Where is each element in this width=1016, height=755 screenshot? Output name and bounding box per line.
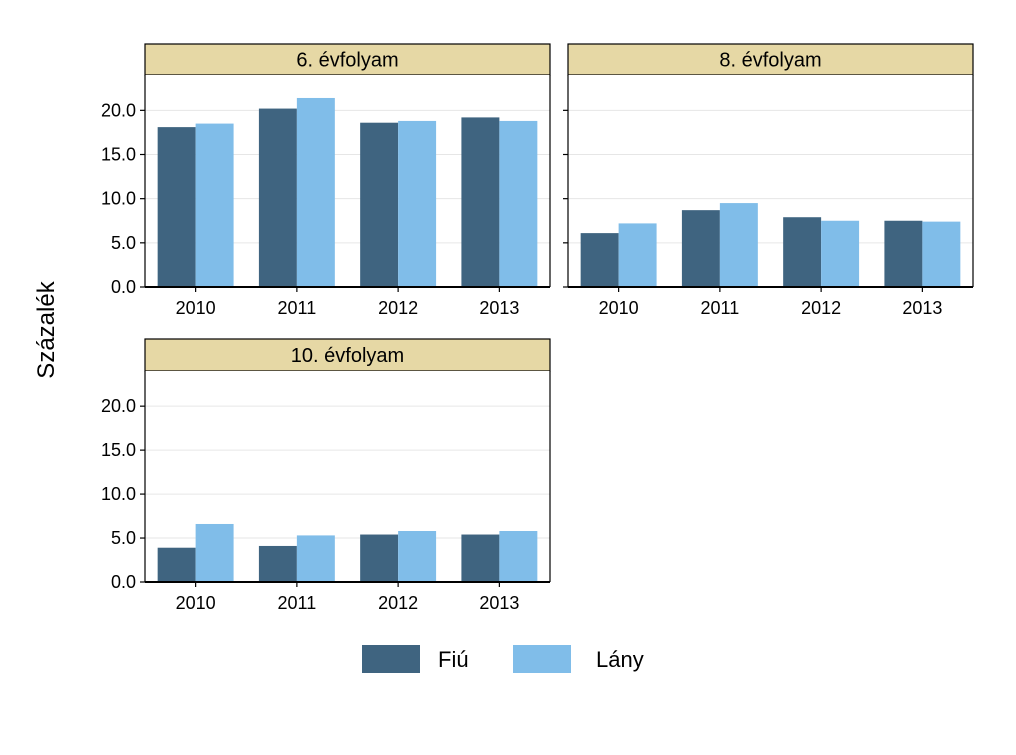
bar-Fiú-2012	[783, 217, 822, 287]
panel-title: 10. évfolyam	[291, 345, 404, 367]
panel-strip	[144, 338, 551, 372]
x-tick-label: 2012	[801, 298, 841, 318]
panel-2: 8. évfolyam 2010 2011 2012 2013	[563, 43, 974, 318]
panel-1: 6. évfolyam 0.0 5.0 10.0 15.0 20.0 2010 2011 201…	[101, 43, 551, 318]
bar-Fiú-2012	[360, 122, 399, 287]
y-axis-label: Százalék	[33, 280, 60, 378]
bar-Lány-2012	[821, 220, 860, 287]
bar-Fiú-2013	[461, 534, 500, 582]
x-tick-label: 2012	[378, 593, 418, 613]
x-tick-label: 2012	[378, 298, 418, 318]
y-tick-label: 5.0	[111, 233, 136, 253]
x-tick-label: 2010	[176, 298, 216, 318]
x-tick-label: 2013	[902, 298, 942, 318]
bar-Fiú-2010	[580, 233, 619, 287]
x-tick-label: 2011	[278, 593, 317, 613]
bar-Lány-2011	[296, 97, 335, 287]
panel-title: 8. évfolyam	[719, 50, 821, 72]
bar-Lány-2013	[499, 120, 538, 287]
y-tick-label: 0.0	[111, 572, 136, 592]
bar-Lány-2011	[296, 535, 335, 582]
legend-label: Fiú	[438, 647, 469, 672]
bar-Lány-2012	[398, 120, 437, 287]
bar-Lány-2013	[499, 531, 538, 582]
y-tick-label: 10.0	[101, 189, 136, 209]
panel-title: 6. évfolyam	[296, 50, 398, 72]
bar-Fiú-2010	[157, 547, 196, 582]
y-tick-label: 15.0	[101, 145, 136, 165]
bar-Lány-2010	[195, 523, 234, 582]
bar-Lány-2010	[618, 223, 657, 287]
x-tick-label: 2011	[278, 298, 317, 318]
legend-label: Lány	[596, 647, 644, 672]
x-tick-label: 2010	[176, 593, 216, 613]
x-tick-label: 2013	[479, 593, 519, 613]
y-tick-label: 15.0	[101, 440, 136, 460]
bar-Fiú-2011	[258, 108, 297, 287]
bar-Fiú-2010	[157, 127, 196, 287]
y-tick-label: 20.0	[101, 396, 136, 416]
y-tick-label: 10.0	[101, 484, 136, 504]
bar-Lány-2010	[195, 123, 234, 287]
x-tick-label: 2013	[479, 298, 519, 318]
legend-swatch-Lány	[513, 645, 571, 673]
legend: Fiú Lány	[362, 645, 644, 673]
bar-Fiú-2013	[884, 220, 923, 287]
panel-3: 10. évfolyam 0.0 5.0 10.0 15.0 20.0 2010 2011 20…	[101, 338, 551, 613]
bar-Fiú-2012	[360, 534, 399, 582]
bar-Lány-2013	[922, 221, 961, 287]
x-tick-label: 2010	[599, 298, 639, 318]
panel-strip	[567, 43, 974, 76]
bar-Fiú-2011	[681, 210, 720, 287]
bar-Lány-2012	[398, 531, 437, 582]
panel-strip	[144, 43, 551, 76]
bar-Lány-2011	[719, 203, 758, 287]
legend-swatch-Fiú	[362, 645, 420, 673]
y-tick-label: 5.0	[111, 528, 136, 548]
y-tick-label: 0.0	[111, 277, 136, 297]
y-tick-label: 20.0	[101, 100, 136, 120]
x-tick-label: 2011	[701, 298, 740, 318]
bar-Fiú-2011	[258, 545, 297, 582]
bar-Fiú-2013	[461, 117, 500, 288]
